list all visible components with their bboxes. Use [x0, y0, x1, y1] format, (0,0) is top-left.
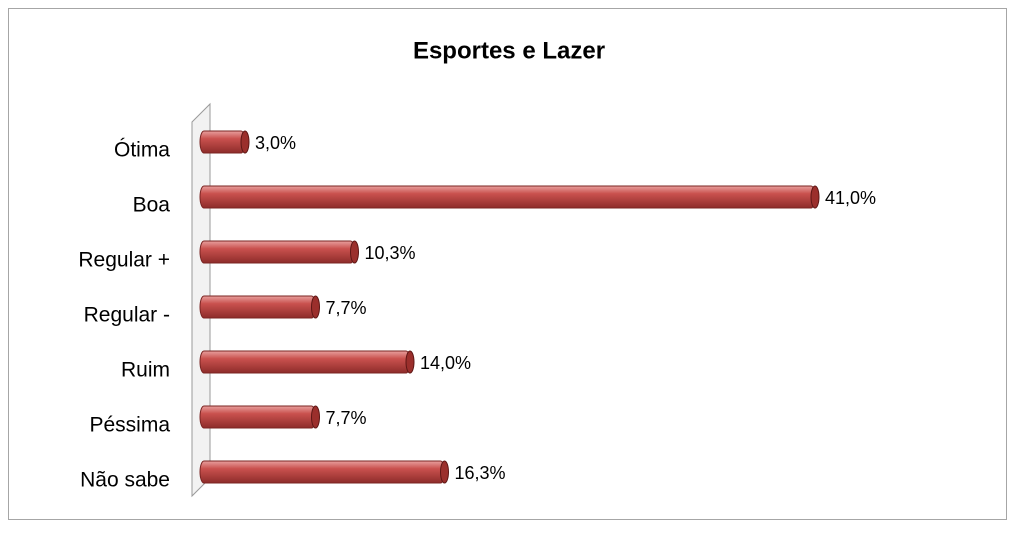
bar — [199, 460, 445, 484]
chart-title: Esportes e Lazer — [413, 37, 605, 64]
bar — [199, 295, 316, 319]
data-label: 3,0% — [255, 133, 296, 153]
data-label: 16,3% — [455, 463, 506, 483]
bar-cap — [440, 460, 449, 484]
bar-cap — [311, 295, 320, 319]
bar-cap — [810, 185, 820, 209]
data-label: 14,0% — [420, 353, 471, 373]
bar — [199, 130, 246, 154]
category-label: Não sabe — [80, 469, 170, 492]
bar-cap — [405, 350, 415, 374]
bar — [199, 185, 816, 209]
data-label: 10,3% — [365, 243, 416, 263]
category-label: Péssima — [89, 414, 170, 437]
data-label: 41,0% — [825, 188, 876, 208]
bar-cap — [240, 130, 250, 154]
data-label: 7,7% — [326, 298, 367, 318]
category-label: Regular - — [84, 304, 170, 327]
bar — [199, 240, 355, 264]
category-label: Regular + — [78, 249, 170, 272]
bar-cap — [311, 405, 320, 429]
category-label: Ruim — [121, 359, 170, 382]
bar-cap — [350, 240, 359, 264]
category-label: Ótima — [114, 139, 170, 162]
data-label: 7,7% — [326, 408, 367, 428]
chart-border — [8, 8, 1007, 520]
bar — [199, 405, 316, 429]
bar — [199, 350, 411, 374]
category-label: Boa — [133, 194, 171, 217]
